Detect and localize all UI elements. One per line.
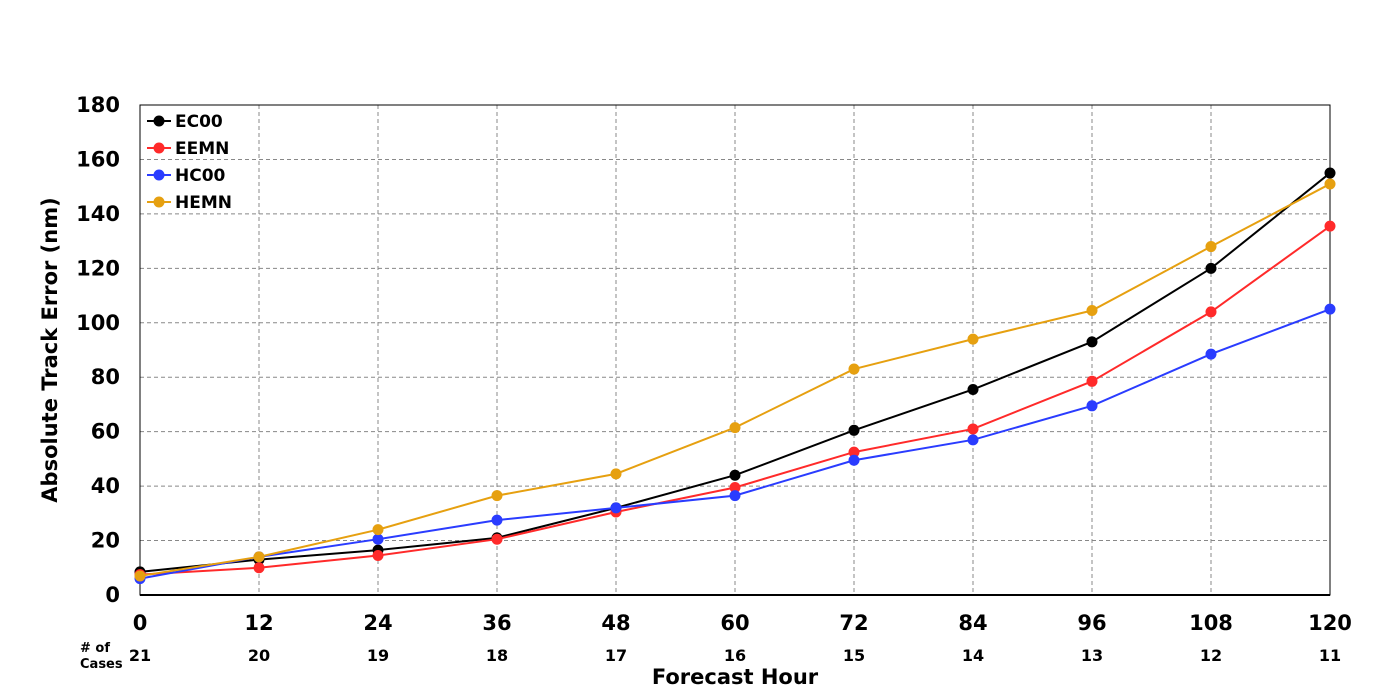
y-tick-label: 100 xyxy=(76,311,120,335)
data-point xyxy=(848,446,860,458)
y-tick-label: 0 xyxy=(105,583,120,607)
case-count: 13 xyxy=(1081,646,1103,665)
data-point xyxy=(967,333,979,345)
data-point xyxy=(1205,262,1217,274)
case-count: 17 xyxy=(605,646,627,665)
data-point xyxy=(1205,306,1217,318)
y-axis-title: Absolute Track Error (nm) xyxy=(38,197,62,502)
data-point xyxy=(848,454,860,466)
y-tick-label: 140 xyxy=(76,202,120,226)
data-point xyxy=(729,469,741,481)
data-point xyxy=(729,481,741,493)
data-point xyxy=(1086,305,1098,317)
y-tick-label: 80 xyxy=(91,365,120,389)
x-tick-label: 36 xyxy=(482,611,511,635)
data-point xyxy=(848,424,860,436)
data-point xyxy=(729,422,741,434)
data-point xyxy=(1324,178,1336,190)
data-point xyxy=(967,434,979,446)
x-tick-label: 48 xyxy=(601,611,630,635)
legend-label: HC00 xyxy=(175,166,226,186)
legend-swatch-marker xyxy=(153,115,165,127)
data-point xyxy=(253,562,265,574)
x-tick-label: 72 xyxy=(839,611,868,635)
case-count: 18 xyxy=(486,646,508,665)
cases-label: # of Cases xyxy=(80,641,123,672)
x-tick-label: 60 xyxy=(720,611,749,635)
legend-item: HC00 xyxy=(147,166,226,186)
case-count: 21 xyxy=(129,646,151,665)
x-axis-title: Forecast Hour xyxy=(652,665,819,689)
series-hemn xyxy=(134,178,1336,582)
y-tick-label: 40 xyxy=(91,474,120,498)
y-tick-label: 20 xyxy=(91,529,120,553)
data-point xyxy=(491,490,503,502)
data-point xyxy=(372,550,384,562)
case-count: 16 xyxy=(724,646,746,665)
data-point xyxy=(1205,241,1217,253)
data-point xyxy=(1324,220,1336,232)
x-tick-label: 84 xyxy=(958,611,987,635)
case-count: 14 xyxy=(962,646,984,665)
data-point xyxy=(253,551,265,563)
series-eemn xyxy=(134,220,1336,581)
y-tick-label: 60 xyxy=(91,420,120,444)
case-count: 11 xyxy=(1319,646,1341,665)
x-tick-label: 24 xyxy=(363,611,392,635)
legend: EC00 EEMN HC00 HEMN xyxy=(147,112,232,213)
data-point xyxy=(967,383,979,395)
data-point xyxy=(1086,400,1098,412)
data-point xyxy=(372,533,384,545)
data-point xyxy=(610,502,622,514)
data-point xyxy=(491,514,503,526)
x-tick-label: 96 xyxy=(1077,611,1106,635)
data-point xyxy=(372,524,384,536)
legend-swatch-marker xyxy=(153,142,165,154)
data-point xyxy=(967,423,979,435)
legend-label: EC00 xyxy=(175,112,223,132)
data-point xyxy=(491,533,503,545)
data-point xyxy=(848,363,860,375)
grid-lines xyxy=(140,104,1330,595)
data-point xyxy=(134,570,146,582)
y-tick-label: 180 xyxy=(76,93,120,117)
x-tick-label: 108 xyxy=(1189,611,1233,635)
cases-row: # of Cases 21 20 19 18 17 16 15 14 13 12 11 xyxy=(80,641,1341,672)
case-count: 12 xyxy=(1200,646,1222,665)
data-point xyxy=(729,490,741,502)
x-tick-label: 12 xyxy=(244,611,273,635)
legend-swatch-marker xyxy=(153,196,165,208)
data-point xyxy=(1086,336,1098,348)
data-point xyxy=(1205,348,1217,360)
x-axis-ticks: 0 12 24 36 48 60 72 84 96 108 120 xyxy=(133,611,1352,635)
data-point xyxy=(1086,375,1098,387)
case-count: 20 xyxy=(248,646,270,665)
legend-label: EEMN xyxy=(175,139,229,159)
y-axis-ticks: 0 20 40 60 80 100 120 140 160 180 xyxy=(76,93,120,607)
data-point xyxy=(1324,303,1336,315)
data-point xyxy=(1324,167,1336,179)
series-layer xyxy=(134,167,1336,585)
legend-label: HEMN xyxy=(175,193,232,213)
data-point xyxy=(610,468,622,480)
x-tick-label: 0 xyxy=(133,611,148,635)
legend-item: EC00 xyxy=(147,112,223,132)
legend-swatch-marker xyxy=(153,169,165,181)
series-hc00 xyxy=(134,303,1336,585)
legend-item: EEMN xyxy=(147,139,229,159)
x-tick-label: 120 xyxy=(1308,611,1352,635)
y-tick-label: 120 xyxy=(76,256,120,280)
legend-item: HEMN xyxy=(147,193,232,213)
case-count: 15 xyxy=(843,646,865,665)
case-count: 19 xyxy=(367,646,389,665)
y-tick-label: 160 xyxy=(76,147,120,171)
